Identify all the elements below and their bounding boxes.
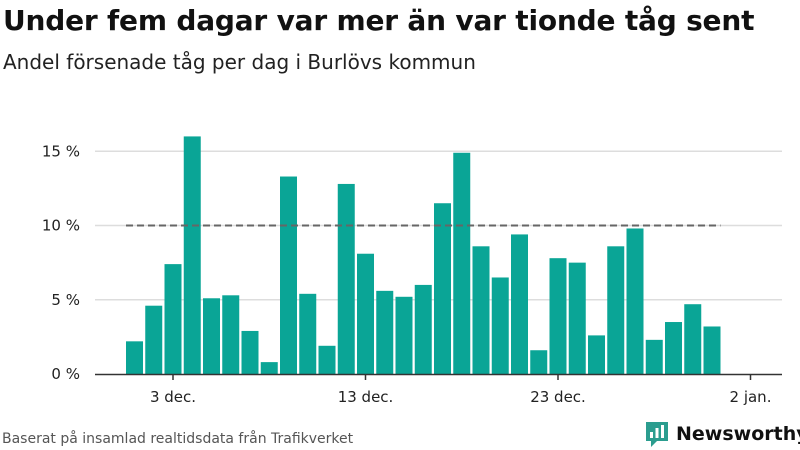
bar [588,335,605,374]
bar [511,234,528,374]
bar [703,326,721,374]
brand-logo-group: Newsworthy [644,420,800,448]
bar [453,152,471,374]
bar [164,264,182,374]
bar [395,296,413,374]
x-tick-label: 13 dec. [338,388,394,406]
x-tick-label: 2 jan. [730,388,772,406]
bar [684,304,702,374]
source-note: Baserat på insamlad realtidsdata från Tr… [2,431,354,447]
y-tick-label: 0 % [51,365,80,383]
bar [299,293,317,374]
bar [607,246,625,374]
bar [434,203,451,374]
chart-title: Under fem dagar var mer än var tionde tå… [3,4,755,37]
bar [280,176,297,374]
bar [357,253,374,374]
bar-chart: 0 % 5 % 10 % 15 % 3 dec. 13 dec. 23 dec. 2 jan… [42,136,782,406]
bar [568,262,586,374]
bar [241,330,259,374]
bar [145,305,163,374]
y-axis-ticks: 0 % 5 % 10 % 15 % [42,142,80,383]
newsworthy-logo-icon [646,422,668,447]
x-tick-label: 3 dec. [150,388,196,406]
bar [665,322,682,374]
bar [530,350,548,374]
bar [414,284,432,374]
bar [318,345,336,374]
y-tick-label: 15 % [42,142,80,160]
bars [126,136,721,374]
bar [472,246,490,374]
bar [260,362,278,374]
bar [549,258,567,374]
chart-subtitle: Andel försenade tåg per dag i Burlövs ko… [3,50,476,74]
bar [491,277,509,374]
brand-name: Newsworthy [676,423,800,445]
x-axis-ticks: 3 dec. 13 dec. 23 dec. 2 jan. [150,374,772,406]
bar [645,339,663,374]
bar [203,298,220,374]
bar [126,341,143,374]
bar [183,136,201,374]
bar [376,290,394,374]
bar [222,295,240,374]
bar [337,183,355,374]
y-tick-label: 5 % [51,291,80,309]
y-tick-label: 10 % [42,217,80,235]
bar [626,228,644,374]
x-tick-label: 23 dec. [530,388,586,406]
